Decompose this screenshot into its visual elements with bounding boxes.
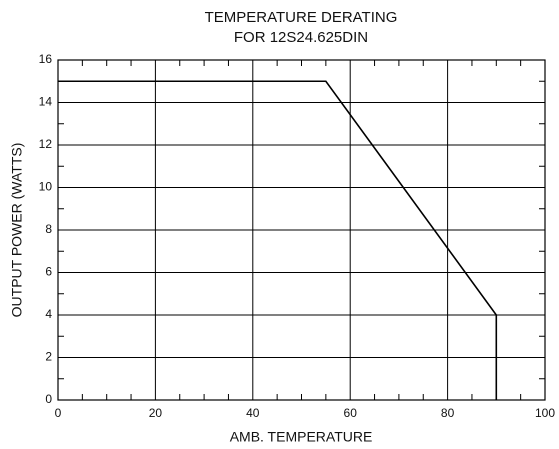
- x-tick-label: 80: [441, 406, 455, 420]
- y-tick-label: 10: [39, 180, 53, 194]
- y-tick-label: 16: [39, 52, 53, 66]
- y-tick-label: 14: [39, 95, 53, 109]
- y-tick-label: 6: [45, 265, 52, 279]
- y-tick-label: 4: [45, 307, 52, 321]
- x-tick-label: 60: [344, 406, 358, 420]
- y-tick-label: 0: [45, 392, 52, 406]
- x-tick-label: 100: [535, 406, 555, 420]
- y-tick-label: 8: [45, 222, 52, 236]
- y-tick-label: 2: [45, 350, 52, 364]
- x-tick-label: 40: [246, 406, 260, 420]
- y-tick-label: 12: [39, 137, 53, 151]
- plot-frame: [57, 59, 546, 401]
- y-axis-label: OUTPUT POWER (WATTS): [9, 143, 25, 318]
- x-tick-label: 20: [149, 406, 163, 420]
- data-line: [58, 80, 498, 400]
- x-axis-label: AMB. TEMPERATURE: [230, 429, 373, 445]
- chart-title: TEMPERATURE DERATING: [205, 9, 398, 26]
- x-tick-label: 0: [55, 406, 62, 420]
- chart-subtitle: FOR 12S24.625DIN: [234, 29, 368, 46]
